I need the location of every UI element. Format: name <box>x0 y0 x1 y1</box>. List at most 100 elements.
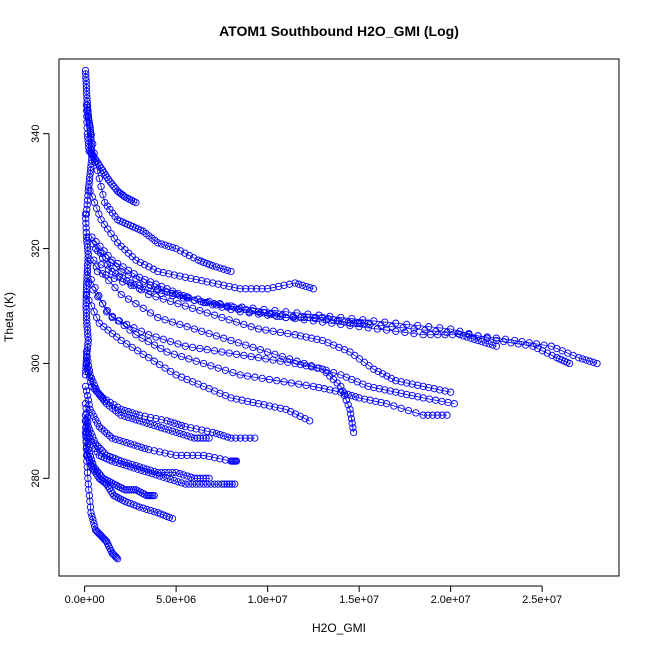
data-point <box>84 254 92 262</box>
data-point <box>119 460 127 469</box>
data-point <box>165 270 173 278</box>
data-point <box>126 326 134 334</box>
data-point <box>141 444 149 453</box>
data-point <box>87 133 95 141</box>
data-point <box>112 458 120 466</box>
data-point <box>192 275 200 284</box>
data-point <box>339 387 347 395</box>
data-point <box>99 394 107 402</box>
data-point <box>392 327 400 335</box>
data-point <box>87 135 95 144</box>
data-point <box>262 355 270 363</box>
data-point <box>113 333 121 341</box>
data-point <box>145 445 153 454</box>
data-point <box>203 278 211 286</box>
data-point <box>177 352 186 361</box>
data-point <box>348 419 356 427</box>
data-point <box>82 281 91 289</box>
data-point <box>176 272 184 280</box>
data-point <box>94 389 103 397</box>
data-point <box>174 420 182 428</box>
series-line <box>85 403 210 479</box>
series-13 <box>82 348 213 442</box>
data-point <box>188 451 197 460</box>
data-point <box>254 325 263 333</box>
data-point <box>96 242 104 250</box>
data-point <box>93 166 102 175</box>
data-point <box>236 285 244 293</box>
data-point <box>145 468 153 477</box>
data-point <box>446 388 455 396</box>
series-line <box>89 190 314 290</box>
data-point <box>199 434 207 442</box>
data-point <box>289 312 297 321</box>
data-point <box>269 327 277 335</box>
data-point <box>245 308 253 316</box>
data-point <box>382 326 391 334</box>
data-point <box>492 334 501 342</box>
data-point <box>193 434 202 442</box>
data-point <box>132 300 140 308</box>
data-point <box>119 278 127 286</box>
data-point <box>81 66 90 75</box>
data-point <box>123 277 131 285</box>
data-point <box>87 142 96 150</box>
data-point <box>102 308 111 316</box>
data-point <box>309 285 318 293</box>
data-point <box>220 432 228 440</box>
data-point <box>254 400 263 408</box>
data-point <box>408 380 416 388</box>
data-point <box>156 472 164 480</box>
data-point <box>84 108 92 116</box>
data-point <box>181 249 189 257</box>
data-point <box>86 373 94 381</box>
data-point <box>225 480 234 488</box>
data-point <box>414 393 422 401</box>
data-point <box>82 224 90 232</box>
data-point <box>87 131 95 139</box>
data-point <box>203 480 211 488</box>
data-point <box>247 323 255 331</box>
data-point <box>154 313 162 322</box>
data-point <box>209 262 217 270</box>
data-point <box>108 267 116 276</box>
data-point <box>507 339 515 347</box>
data-point <box>83 236 91 245</box>
data-point <box>83 347 91 355</box>
data-point <box>176 247 185 255</box>
data-point <box>346 319 354 327</box>
data-point <box>176 470 184 478</box>
data-point <box>83 463 91 471</box>
data-point <box>84 257 92 265</box>
data-point <box>106 398 114 407</box>
data-point <box>82 404 90 412</box>
data-point <box>198 426 206 434</box>
data-point <box>296 360 305 369</box>
data-point <box>190 325 199 333</box>
data-point <box>232 434 240 442</box>
data-point <box>492 336 501 345</box>
data-point <box>311 314 319 323</box>
data-point <box>145 331 153 339</box>
data-point <box>154 239 162 247</box>
data-point <box>300 316 308 324</box>
data-point <box>307 334 316 342</box>
data-point <box>199 480 208 488</box>
data-point <box>387 374 395 383</box>
x-tick-label: 1.5e+07 <box>339 594 379 606</box>
data-point <box>192 357 200 365</box>
data-point <box>82 228 90 237</box>
data-point <box>185 355 193 363</box>
data-point <box>181 422 189 431</box>
data-point <box>179 294 188 302</box>
data-point <box>349 428 358 437</box>
series-line <box>85 415 235 485</box>
data-point <box>287 408 295 416</box>
data-point <box>214 280 222 288</box>
data-point <box>83 391 92 400</box>
data-point <box>429 411 437 419</box>
data-point <box>291 331 299 339</box>
data-point <box>371 397 380 406</box>
series-20 <box>81 417 122 563</box>
data-point <box>85 486 93 494</box>
